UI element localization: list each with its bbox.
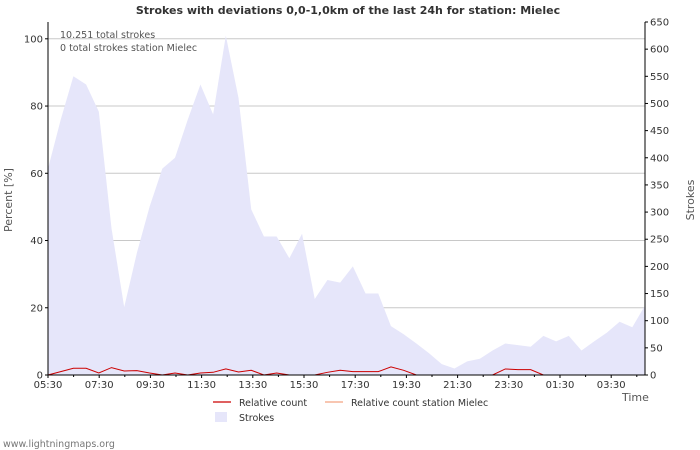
y-left-tick-label: 40 xyxy=(30,236,43,247)
x-ticks: 05:30 07:30 09:30 11:30 13:30 15:30 17:30 19:30… xyxy=(34,375,638,391)
x-tick-label: 23:30 xyxy=(494,380,523,391)
y-right-tick-label: 50 xyxy=(650,343,663,354)
x-tick-label: 09:30 xyxy=(136,380,165,391)
y-right-tick-label: 200 xyxy=(650,262,669,273)
annotation-total-strokes: 10.251 total strokes xyxy=(60,30,155,41)
x-tick-label: 19:30 xyxy=(392,380,421,391)
chart-title: Strokes with deviations 0,0-1,0km of the… xyxy=(136,4,560,17)
x-tick-label: 03:30 xyxy=(597,380,626,391)
y-left-tick-label: 100 xyxy=(24,34,43,45)
x-tick-label: 13:30 xyxy=(238,380,267,391)
legend-label-relative-count-station: Relative count station Mielec xyxy=(351,398,488,409)
y-left-axis-label: Percent [%] xyxy=(2,168,15,232)
x-tick-label: 17:30 xyxy=(341,380,370,391)
y-left-tick-label: 80 xyxy=(30,102,43,113)
watermark: www.lightningmaps.org xyxy=(3,439,115,450)
y-right-tick-label: 450 xyxy=(650,126,669,137)
y-right-axis-label: Strokes xyxy=(684,179,697,220)
legend: Relative count Relative count station Mi… xyxy=(213,398,488,424)
legend-label-strokes: Strokes xyxy=(239,413,274,424)
x-tick-label: 01:30 xyxy=(546,380,575,391)
y-right-tick-label: 650 xyxy=(650,18,669,29)
x-tick-label: 15:30 xyxy=(290,380,319,391)
legend-swatch-strokes xyxy=(215,412,227,422)
y-right-ticks: 0 50 100 150 200 250 300 350 400 450 500 550 600 650 xyxy=(645,18,669,382)
y-right-tick-label: 400 xyxy=(650,153,669,164)
strokes-area xyxy=(48,35,645,375)
y-right-tick-label: 500 xyxy=(650,99,669,110)
annotation-station-strokes: 0 total strokes station Mielec xyxy=(60,43,197,54)
y-right-tick-label: 100 xyxy=(650,316,669,327)
axes xyxy=(47,22,646,376)
x-tick-label: 07:30 xyxy=(85,380,114,391)
y-right-tick-label: 600 xyxy=(650,45,669,56)
x-tick-label: 05:30 xyxy=(34,380,63,391)
y-right-tick-label: 250 xyxy=(650,235,669,246)
y-right-tick-label: 300 xyxy=(650,208,669,219)
x-tick-label: 11:30 xyxy=(187,380,216,391)
y-left-tick-label: 60 xyxy=(30,169,43,180)
y-left-tick-label: 20 xyxy=(30,303,43,314)
x-tick-label: 21:30 xyxy=(443,380,472,391)
y-right-tick-label: 150 xyxy=(650,289,669,300)
x-axis-label: Time xyxy=(621,391,649,404)
legend-label-relative-count: Relative count xyxy=(239,398,307,409)
y-right-tick-label: 350 xyxy=(650,180,669,191)
y-right-tick-label: 550 xyxy=(650,72,669,83)
y-right-tick-label: 0 xyxy=(650,371,656,382)
y-left-ticks: 0 20 40 60 80 100 xyxy=(24,34,48,382)
y-left-tick-label: 0 xyxy=(37,371,43,382)
